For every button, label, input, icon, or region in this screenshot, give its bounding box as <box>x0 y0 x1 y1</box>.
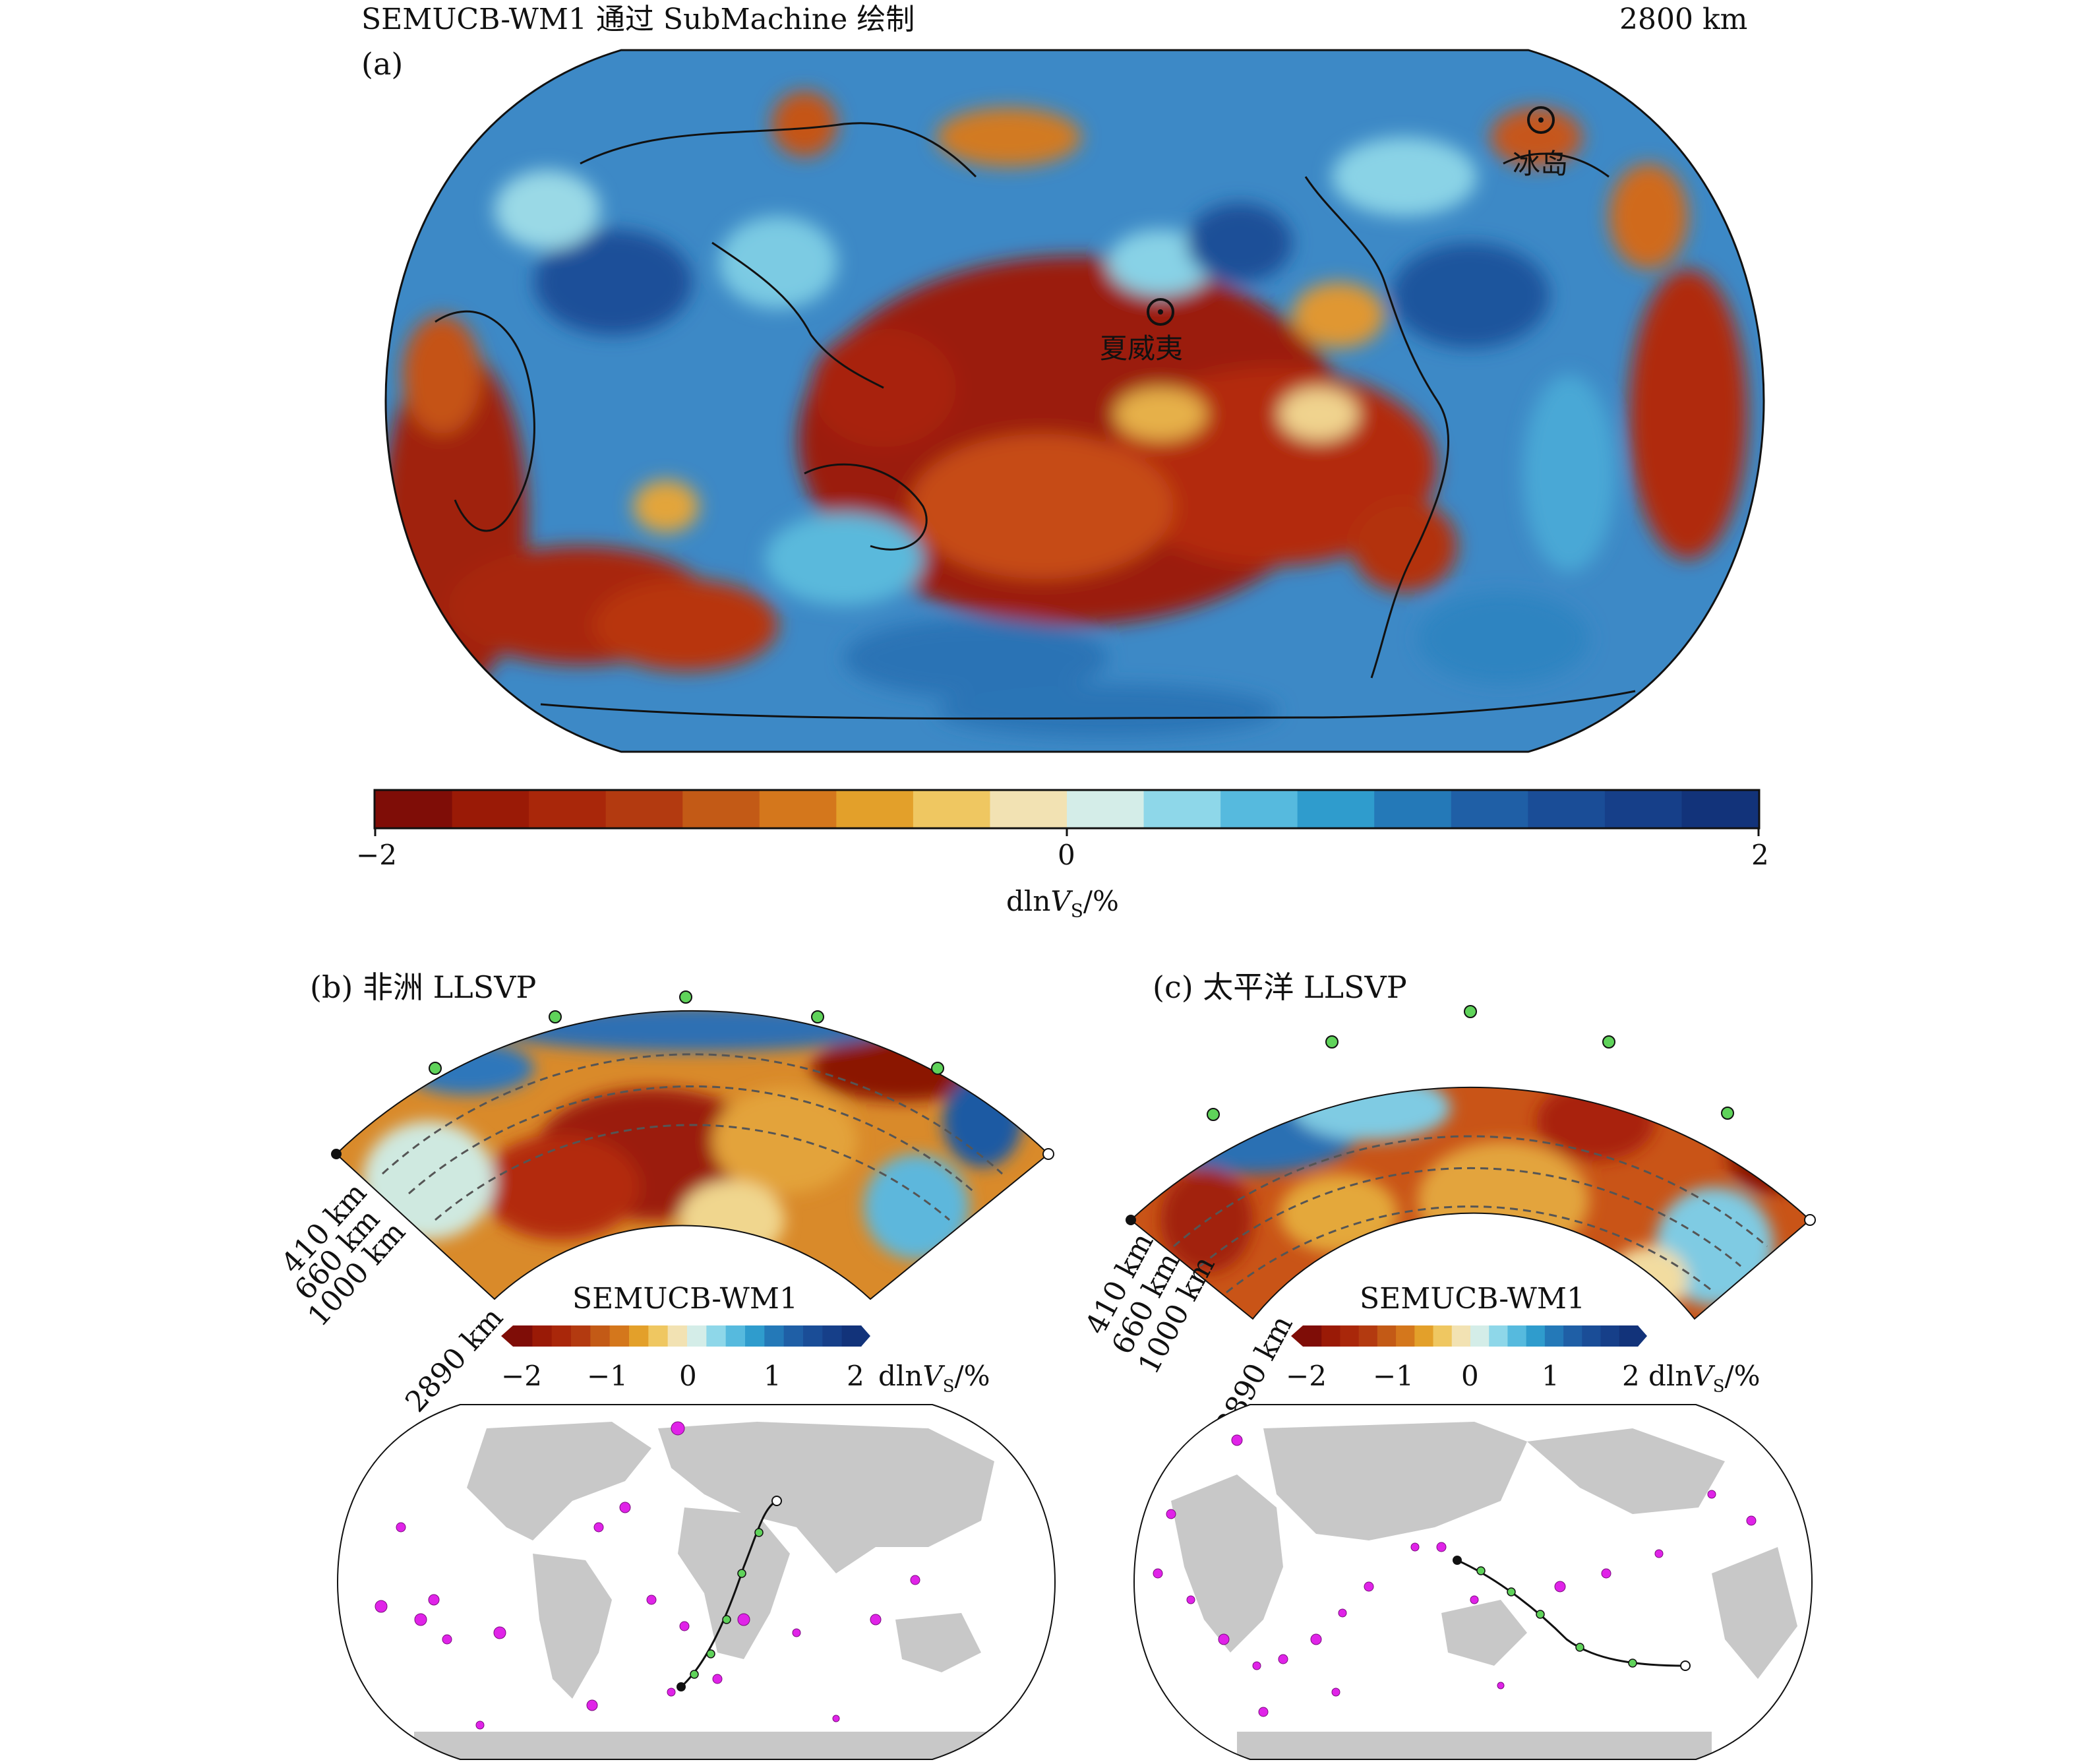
colorbar-swatch <box>605 791 683 828</box>
colorbar-swatch <box>1619 1325 1639 1347</box>
panel-b-colorbar-title: SEMUCB-WM1 <box>572 1282 798 1316</box>
main-colorbar-label: dlnVS/% <box>1006 885 1119 922</box>
colorbar-swatch <box>1340 1325 1360 1347</box>
hawaii-marker <box>1147 298 1174 326</box>
colorbar-swatch <box>1067 791 1145 828</box>
colorbar-swatch <box>841 1325 862 1347</box>
panel-c-colorbar-title: SEMUCB-WM1 <box>1360 1282 1585 1316</box>
colorbar-swatch <box>667 1325 688 1347</box>
panel-b-cross-section <box>331 990 1054 1300</box>
colorbar-swatch <box>803 1325 823 1347</box>
colorbar-swatch <box>609 1325 630 1347</box>
colorbar-swatch <box>648 1325 669 1347</box>
colorbar-swatch <box>836 791 914 828</box>
colorbar-swatch <box>1220 791 1298 828</box>
panel-c-colorbar <box>1291 1325 1647 1347</box>
panel-c-tick-4: 2 <box>1622 1360 1640 1392</box>
colorbar-swatch <box>725 1325 746 1347</box>
figure-title: SEMUCB-WM1 通过 SubMachine 绘制 <box>361 3 915 36</box>
colorbar-swatch <box>1582 1325 1602 1347</box>
colorbar-swatch <box>1374 791 1452 828</box>
panel-c-tick-1: −1 <box>1373 1360 1414 1392</box>
colorbar-swatch <box>764 1325 785 1347</box>
colorbar-swatch <box>529 791 607 828</box>
colorbar-swatch <box>687 1325 707 1347</box>
main-tick-zero: 0 <box>1058 839 1075 871</box>
hawaii-label: 夏威夷 <box>1100 332 1184 365</box>
colorbar-swatch <box>1451 791 1528 828</box>
panel-c-tick-0: −2 <box>1286 1360 1327 1392</box>
colorbar-swatch <box>1414 1325 1434 1347</box>
panel-b-tick-3: 1 <box>764 1360 781 1392</box>
panel-b-colorbar <box>501 1325 870 1347</box>
colorbar-swatch <box>1321 1325 1340 1347</box>
iceland-marker <box>1527 106 1555 134</box>
panel-c-cross-section <box>1126 1005 1816 1320</box>
colorbar-swatch <box>1377 1325 1397 1347</box>
colorbar-swatch <box>590 1325 611 1347</box>
panel-c-locator-map <box>1133 1404 1813 1760</box>
panel-c-unit: dlnVS/% <box>1648 1360 1761 1397</box>
colorbar-swatch <box>452 791 529 828</box>
panel-b-tick-2: 0 <box>679 1360 697 1392</box>
colorbar-swatch <box>682 791 760 828</box>
panel-b-locator-map <box>336 1404 1056 1760</box>
iceland-label: 冰岛 <box>1513 148 1569 180</box>
colorbar-swatch <box>1604 791 1682 828</box>
colorbar-swatch <box>1528 791 1606 828</box>
colorbar-swatch <box>1433 1325 1453 1347</box>
panel-b-tick-1: −1 <box>587 1360 628 1392</box>
colorbar-swatch <box>571 1325 591 1347</box>
colorbar-swatch <box>1451 1325 1471 1347</box>
colorbar-swatch <box>1303 1325 1322 1347</box>
colorbar-swatch <box>1396 1325 1415 1347</box>
panel-c-label: (c) 太平洋 LLSVP <box>1153 969 1407 1005</box>
main-tick-max: 2 <box>1751 839 1769 871</box>
colorbar-swatch <box>551 1325 572 1347</box>
colorbar-swatch <box>513 1325 533 1347</box>
main-colorbar-ticks <box>374 828 1760 836</box>
colorbar-swatch <box>1143 791 1221 828</box>
colorbar-swatch <box>629 1325 649 1347</box>
panel-b-unit: dlnVS/% <box>878 1360 990 1397</box>
colorbar-swatch <box>1507 1325 1527 1347</box>
main-tick-min: −2 <box>356 839 397 871</box>
panel-b-tick-0: −2 <box>501 1360 542 1392</box>
panel-b-tick-4: 2 <box>847 1360 864 1392</box>
colorbar-swatch <box>913 791 990 828</box>
colorbar-swatch <box>1297 791 1375 828</box>
colorbar-swatch <box>783 1325 804 1347</box>
panel-b-label: (b) 非洲 LLSVP <box>310 969 537 1005</box>
colorbar-swatch <box>990 791 1068 828</box>
panel-c-tick-3: 1 <box>1542 1360 1559 1392</box>
panel-c-tick-2: 0 <box>1461 1360 1479 1392</box>
colorbar-swatch <box>1563 1325 1582 1347</box>
colorbar-swatch <box>745 1325 765 1347</box>
colorbar-swatch <box>759 791 837 828</box>
colorbar-swatch <box>706 1325 727 1347</box>
colorbar-swatch <box>1526 1325 1546 1347</box>
colorbar-swatch <box>1544 1325 1564 1347</box>
depth-label: 2800 km <box>1619 3 1748 36</box>
colorbar-swatch <box>1489 1325 1508 1347</box>
colorbar-swatch <box>1681 791 1759 828</box>
colorbar-swatch <box>1600 1325 1620 1347</box>
colorbar-swatch <box>1358 1325 1378 1347</box>
colorbar-swatch <box>375 791 453 828</box>
global-tomography-map <box>384 49 1765 753</box>
colorbar-swatch <box>822 1325 843 1347</box>
colorbar-swatch <box>1470 1325 1490 1347</box>
panel-a-label: (a) <box>361 46 404 82</box>
main-colorbar <box>373 789 1761 831</box>
colorbar-swatch <box>532 1325 553 1347</box>
